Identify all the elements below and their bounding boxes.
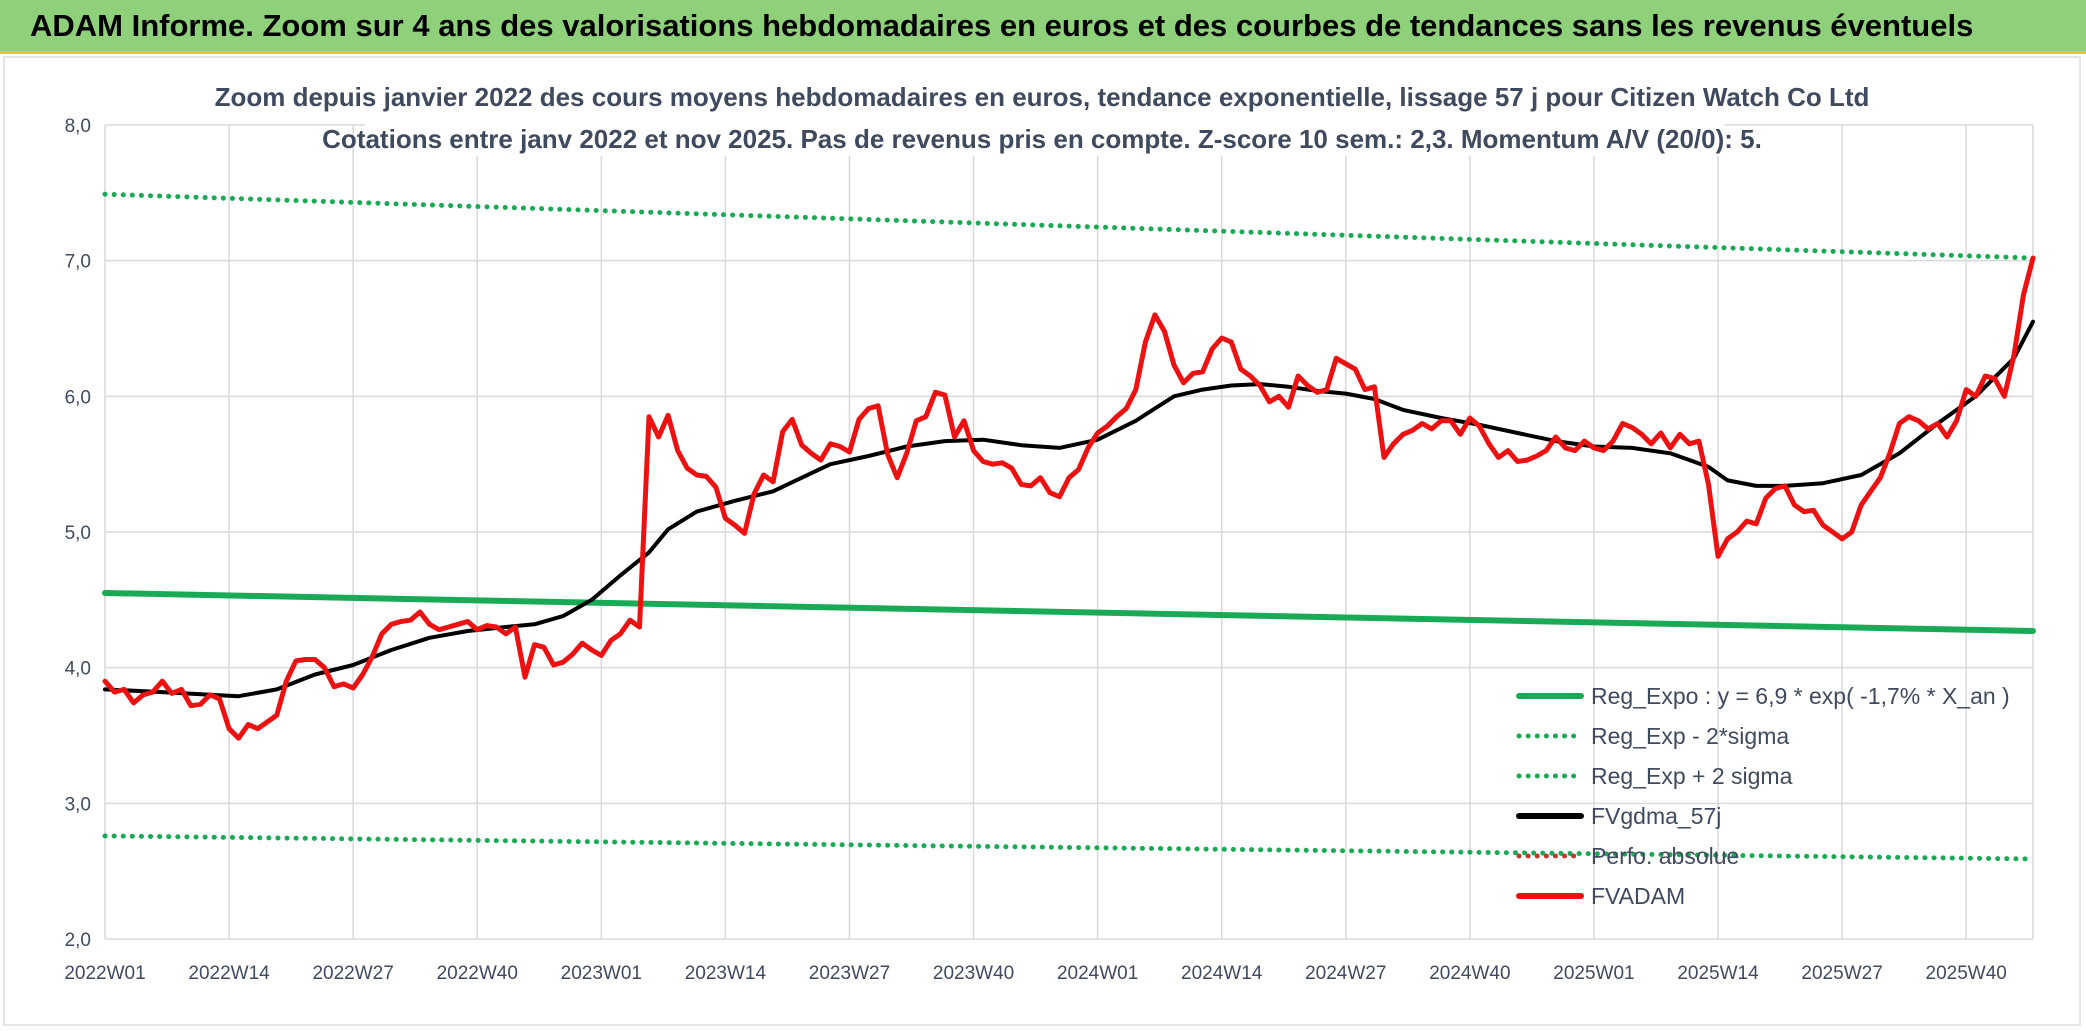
- title-banner: ADAM Informe. Zoom sur 4 ans des valoris…: [0, 0, 2086, 54]
- title-bg: [295, 76, 1795, 114]
- series-line-reg-expo-y-6-9-exp-1-7-x-an: [102, 590, 2036, 634]
- x-tick-label: 2025W14: [1677, 963, 1759, 984]
- legend: Reg_Expo : y = 6,9 * exp( -1,7% * X_an )…: [1516, 683, 2010, 909]
- y-tick-label: 2,0: [65, 930, 91, 951]
- x-tick-label: 2024W40: [1429, 963, 1510, 984]
- series-line-fvadam: [102, 255, 2036, 741]
- x-tick-label: 2023W40: [933, 963, 1014, 984]
- page-title: ADAM Informe. Zoom sur 4 ans des valoris…: [30, 8, 1974, 43]
- x-tick-label: 2022W01: [64, 963, 145, 984]
- legend-label: Reg_Exp - 2*sigma: [1591, 723, 1789, 749]
- series-group: [102, 191, 2036, 862]
- y-tick-label: 4,0: [65, 659, 91, 680]
- legend-label: Reg_Exp + 2 sigma: [1591, 763, 1793, 789]
- chart: 2,03,04,05,06,07,08,0 2022W01 2022W14 2022…: [64, 76, 2036, 984]
- y-axis-labels: 2,0 3,0 4,0 5,0 6,0 7,0 8,0: [65, 116, 91, 951]
- chart-title: Zoom depuis janvier 2022 des cours moyen…: [215, 82, 1870, 112]
- x-tick-label: 2023W14: [685, 963, 767, 984]
- x-tick-label: 2022W40: [437, 963, 518, 984]
- y-tick-label: 8,0: [65, 116, 91, 137]
- y-tick-label: 7,0: [65, 252, 91, 273]
- chart-titles: Zoom depuis janvier 2022 des cours moyen…: [215, 76, 1870, 156]
- y-tick-label: 6,0: [65, 387, 91, 408]
- x-tick-label: 2025W27: [1801, 963, 1882, 984]
- x-tick-label: 2023W27: [809, 963, 890, 984]
- x-tick-label: 2024W01: [1057, 963, 1138, 984]
- legend-label: FVADAM: [1591, 883, 1685, 909]
- chart-subtitle: Cotations entre janv 2022 et nov 2025. P…: [322, 124, 1762, 154]
- y-tick-label: 5,0: [65, 523, 91, 544]
- series-line-reg-exp-2-sigma: [102, 191, 2036, 261]
- chart-frame: 2,0 3,0 4,0 5,0 6,0 7,0 8,0 2022W01 2022W14 2022…: [3, 56, 2081, 1026]
- x-tick-label: 2025W01: [1553, 963, 1634, 984]
- x-tick-label: 2024W14: [1181, 963, 1263, 984]
- series-line-reg-exp-2-sigma: [102, 833, 2036, 862]
- x-tick-label: 2022W27: [312, 963, 393, 984]
- legend-label: Perfo. absolue: [1591, 843, 1739, 869]
- legend-label: Reg_Expo : y = 6,9 * exp( -1,7% * X_an ): [1591, 683, 2010, 709]
- x-tick-label: 2022W14: [188, 963, 270, 984]
- subtitle-bg: [365, 118, 1725, 156]
- x-axis-labels: 2022W01 2022W14 2022W27 2022W40 2023W01 2023W…: [64, 963, 2007, 984]
- x-tick-label: 2023W01: [561, 963, 642, 984]
- x-tick-label: 2025W40: [1926, 963, 2007, 984]
- series-line-fvgdma-57j: [103, 319, 2035, 699]
- grid: [104, 124, 2034, 940]
- y-tick-label: 3,0: [65, 794, 91, 815]
- x-tick-label: 2024W27: [1305, 963, 1386, 984]
- legend-label: FVgdma_57j: [1591, 803, 1721, 829]
